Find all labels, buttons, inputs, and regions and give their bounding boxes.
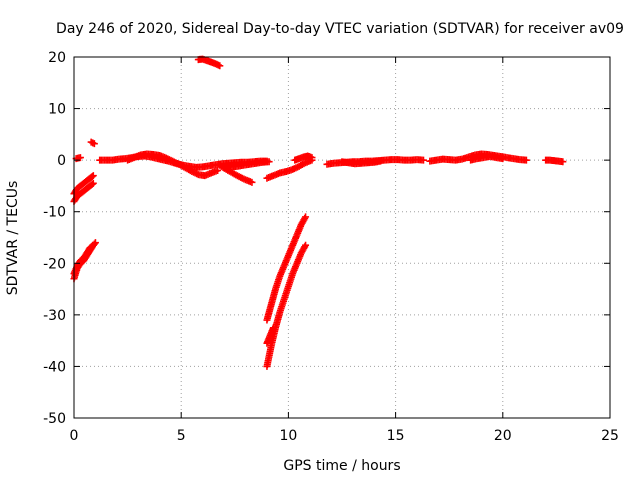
series-arc-j [220, 158, 273, 172]
grid-lines [74, 57, 610, 418]
series-arc-m [291, 152, 316, 164]
series-arc-f [87, 138, 98, 148]
data-point [89, 241, 97, 249]
data-point [559, 158, 567, 166]
y-tick-label: -10 [43, 205, 66, 221]
plot-frame [73, 56, 611, 419]
series-arc-a [70, 172, 97, 198]
x-axis-label: GPS time / hours [283, 458, 400, 474]
data-point [419, 156, 427, 164]
data-point [216, 62, 224, 70]
x-tick-label: 25 [601, 428, 619, 444]
y-tick-label: 0 [57, 153, 66, 169]
chart-title: Day 246 of 2020, Sidereal Day-to-day VTE… [56, 21, 624, 37]
data-point [265, 158, 273, 166]
y-tick-label: -50 [43, 411, 66, 427]
data-point [499, 155, 507, 163]
y-tick-label: -20 [43, 256, 66, 272]
data-point [89, 172, 97, 180]
y-tick-label: 20 [48, 50, 66, 66]
data-point [269, 324, 277, 332]
series-arc-r [338, 157, 385, 168]
series-arc-t [467, 153, 507, 164]
x-tick-label: 0 [70, 428, 79, 444]
series-arc-l [263, 156, 316, 182]
x-tick-label: 15 [387, 428, 405, 444]
data-point [308, 154, 316, 162]
x-tick-label: 20 [494, 428, 512, 444]
series-arc-b [70, 179, 97, 205]
x-tick-label: 10 [279, 428, 297, 444]
data-point [377, 157, 385, 165]
data-point [88, 242, 96, 250]
data-point [214, 166, 222, 174]
axis-ticks: 0 5 10 15 20 25 20 10 0 -10 -20 -30 -40 -50 [43, 50, 619, 444]
series-arc-p [263, 324, 277, 347]
series-arc-n [263, 213, 310, 324]
series-arc-u [542, 156, 567, 166]
data-point [522, 156, 530, 164]
y-tick-label: 10 [48, 102, 66, 118]
x-tick-label: 5 [177, 428, 186, 444]
y-tick-label: -40 [43, 359, 66, 375]
data-point [89, 179, 97, 187]
data-point [90, 140, 98, 148]
series-arc-h [124, 150, 222, 180]
data-points [70, 55, 567, 370]
data-point [248, 178, 256, 186]
data-point [76, 154, 84, 162]
y-tick-label: -30 [43, 308, 66, 324]
y-axis-label: SDTVAR / TECUs [5, 181, 21, 296]
data-point [88, 180, 96, 188]
data-point [88, 172, 96, 180]
series-arc-k [194, 55, 224, 70]
data-point [302, 241, 310, 249]
data-point [302, 213, 310, 221]
